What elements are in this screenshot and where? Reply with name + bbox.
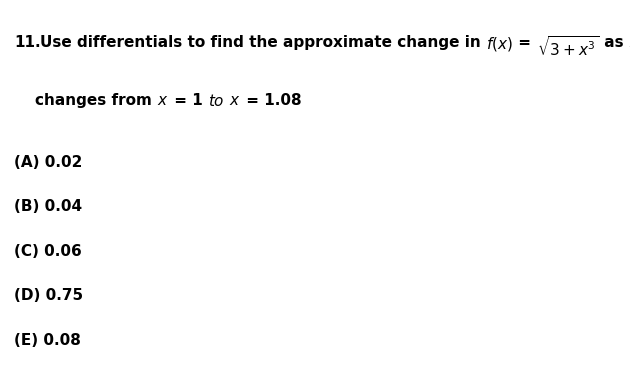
Text: = 1.08: = 1.08 bbox=[241, 93, 302, 108]
Text: (C) 0.06: (C) 0.06 bbox=[14, 244, 82, 259]
Text: 11.: 11. bbox=[14, 35, 40, 50]
Text: =: = bbox=[513, 35, 537, 50]
Text: (A) 0.02: (A) 0.02 bbox=[14, 155, 83, 170]
Text: $f(x)$: $f(x)$ bbox=[486, 35, 513, 53]
Text: = 1: = 1 bbox=[169, 93, 207, 108]
Text: changes from: changes from bbox=[14, 93, 157, 108]
Text: $x$: $x$ bbox=[629, 35, 630, 50]
Text: $x$: $x$ bbox=[157, 93, 169, 108]
Text: Use differentials to find the approximate change in: Use differentials to find the approximat… bbox=[40, 35, 486, 50]
Text: as: as bbox=[598, 35, 629, 50]
Text: (D) 0.75: (D) 0.75 bbox=[14, 288, 83, 303]
Text: (E) 0.08: (E) 0.08 bbox=[14, 333, 81, 348]
Text: $x$: $x$ bbox=[229, 93, 241, 108]
Text: $\sqrt{3+x^3}$: $\sqrt{3+x^3}$ bbox=[537, 35, 598, 59]
Text: (B) 0.04: (B) 0.04 bbox=[14, 199, 82, 214]
Text: $\mathit{to}$: $\mathit{to}$ bbox=[207, 93, 224, 109]
